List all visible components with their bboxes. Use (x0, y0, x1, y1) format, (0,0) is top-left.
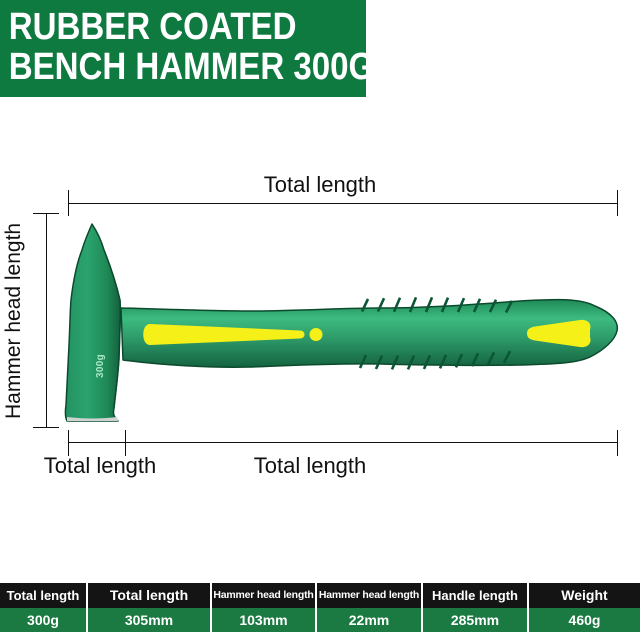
svg-text:300g: 300g (95, 354, 106, 378)
